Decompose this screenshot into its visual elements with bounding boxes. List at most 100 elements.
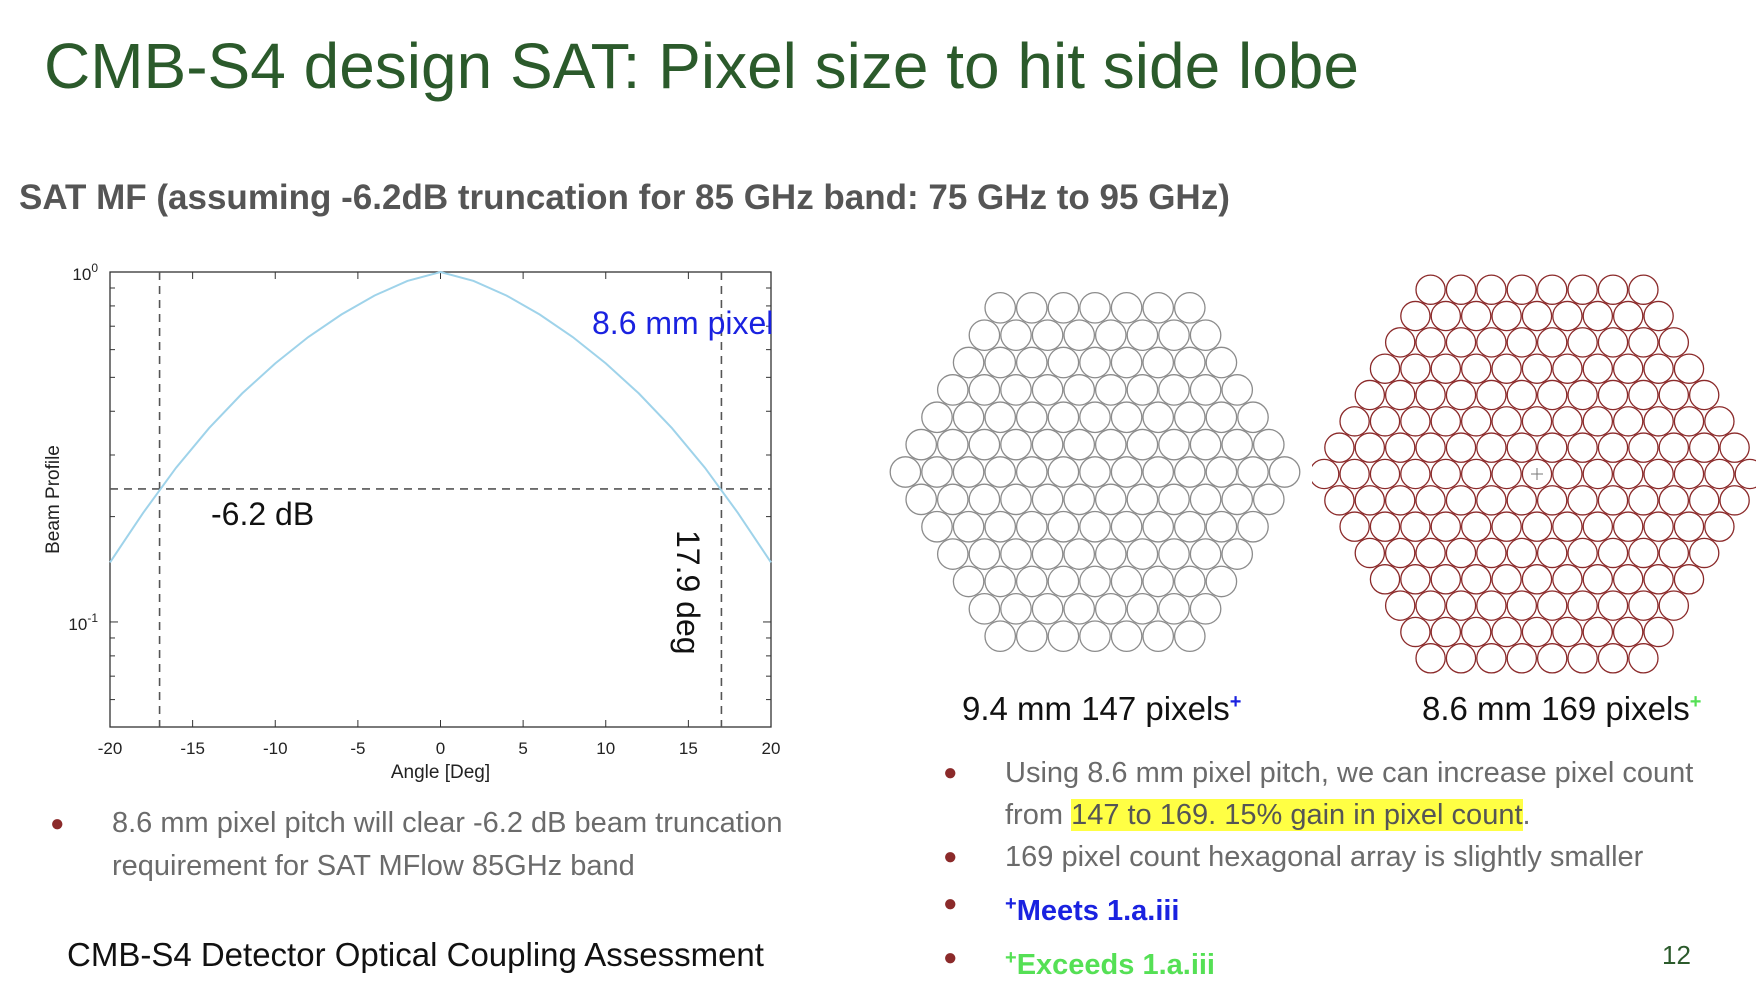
pixel-circle — [1597, 537, 1629, 569]
hex-array-147 — [889, 291, 1301, 653]
pixel-circle — [1173, 401, 1206, 434]
pixel-circle — [1158, 428, 1190, 461]
y-axis-label: Beam Profile — [43, 445, 64, 554]
pixel-circle — [1415, 537, 1446, 569]
pixel-circle — [1719, 432, 1750, 463]
pixel-circle — [1476, 379, 1507, 411]
pixel-circle — [952, 456, 985, 488]
pixel-circle — [1400, 406, 1431, 437]
pixel-circle — [1221, 428, 1254, 461]
pixel-circle — [1031, 428, 1064, 461]
pixel-circle — [1189, 319, 1222, 352]
pixel-circle — [1384, 485, 1416, 516]
pixel-circle — [1110, 346, 1143, 379]
pixel-circle — [1704, 406, 1735, 437]
pixel-circle — [1339, 511, 1370, 542]
pixel-circle — [1445, 432, 1477, 463]
pixel-circle — [1430, 616, 1462, 648]
pixel-circle — [1704, 458, 1735, 490]
pixel-circle — [1354, 379, 1386, 411]
pixel-circle — [1628, 327, 1659, 358]
pixel-circle — [1063, 538, 1096, 570]
exceeds-marker: + — [1689, 691, 1702, 713]
pixel-circle — [1445, 274, 1477, 305]
pixel-circle — [1400, 511, 1431, 542]
pixel-circle — [1506, 379, 1538, 411]
pixel-circle — [1126, 538, 1159, 570]
pixel-circle — [936, 538, 969, 570]
pixel-circle — [1015, 346, 1048, 379]
pixel-circle — [1142, 346, 1175, 379]
pixel-circle — [968, 592, 1001, 625]
pixel-circle — [1445, 379, 1477, 411]
pixel-circle — [1110, 401, 1143, 434]
pixel-circle — [1536, 643, 1568, 674]
x-tick-label: 20 — [762, 739, 781, 758]
pixel-circle — [1643, 511, 1674, 542]
pixel-circle — [952, 346, 985, 379]
pixel-circle — [1047, 346, 1080, 379]
pixel-circle — [1688, 485, 1720, 516]
pixel-circle — [1628, 590, 1659, 621]
pixel-circle — [1491, 616, 1522, 648]
pixel-circle — [1142, 565, 1175, 598]
pixel-circle — [1688, 379, 1720, 411]
pixel-circle — [1521, 300, 1553, 332]
pixel-circle — [1031, 483, 1064, 516]
pixel-circle — [1506, 590, 1538, 621]
pixel-circle — [1628, 537, 1659, 569]
pixel-circle — [1506, 327, 1538, 358]
pixel-circle — [1567, 327, 1598, 358]
pixel-circle — [1400, 616, 1431, 648]
pixel-circle — [1445, 485, 1477, 516]
pixel-circle — [1158, 592, 1190, 625]
pixel-circle — [1015, 401, 1048, 434]
pixel-circle — [1567, 485, 1598, 516]
pixel-circle — [936, 374, 969, 406]
pixel-circle — [1643, 616, 1674, 648]
pixel-circle — [921, 456, 953, 488]
pixel-circle — [1079, 565, 1111, 598]
pixel-circle — [1643, 564, 1674, 595]
pixel-circle — [1658, 537, 1690, 569]
pixel-circle — [1189, 374, 1222, 406]
pixel-circle — [1445, 590, 1477, 621]
array-caption-147: 9.4 mm 147 pixels+ — [962, 690, 1242, 727]
angle-annotation: 17.9 deg — [670, 530, 706, 655]
pixel-circle — [905, 483, 938, 516]
pixel-circle — [1142, 456, 1175, 488]
pixel-circle — [1015, 291, 1048, 324]
meets-marker: + — [1229, 691, 1242, 713]
pixel-circle — [1415, 432, 1446, 463]
pixel-circle — [1189, 483, 1222, 516]
pixel-circle — [1643, 353, 1674, 384]
pixel-circle — [1369, 406, 1401, 437]
pixel-circle — [952, 565, 985, 598]
slide-subtitle: SAT MF (assuming -6.2dB truncation for 8… — [19, 178, 1230, 217]
pixel-circle — [1476, 327, 1507, 358]
pixel-circle — [1430, 564, 1462, 595]
pixel-circle — [1658, 432, 1690, 463]
pixel-circle — [1094, 538, 1127, 570]
pixel-circle — [1415, 590, 1446, 621]
pixel-circle — [984, 620, 1017, 653]
pixel-circle — [1079, 620, 1111, 653]
db-annotation: -6.2 dB — [211, 496, 314, 532]
pixel-circle — [1400, 458, 1431, 490]
pixel-circle — [1704, 511, 1735, 542]
pixel-circle — [1628, 432, 1659, 463]
pixel-circle — [1205, 401, 1238, 434]
pixel-circle — [1000, 319, 1032, 352]
pixel-circle — [1658, 379, 1690, 411]
pixel-circle — [1643, 300, 1674, 332]
pixel-circle — [1536, 537, 1568, 569]
pixel-circle — [1673, 564, 1705, 595]
pixel-circle — [1658, 327, 1690, 358]
pixel-circle — [1400, 300, 1431, 332]
hex-array-169 — [1312, 274, 1756, 674]
pixel-circle — [1079, 291, 1111, 324]
pixel-circle — [1521, 564, 1553, 595]
x-axis-label: Angle [Deg] — [391, 762, 490, 783]
pixel-circle — [1173, 456, 1206, 488]
pixel-circle — [1142, 291, 1175, 324]
